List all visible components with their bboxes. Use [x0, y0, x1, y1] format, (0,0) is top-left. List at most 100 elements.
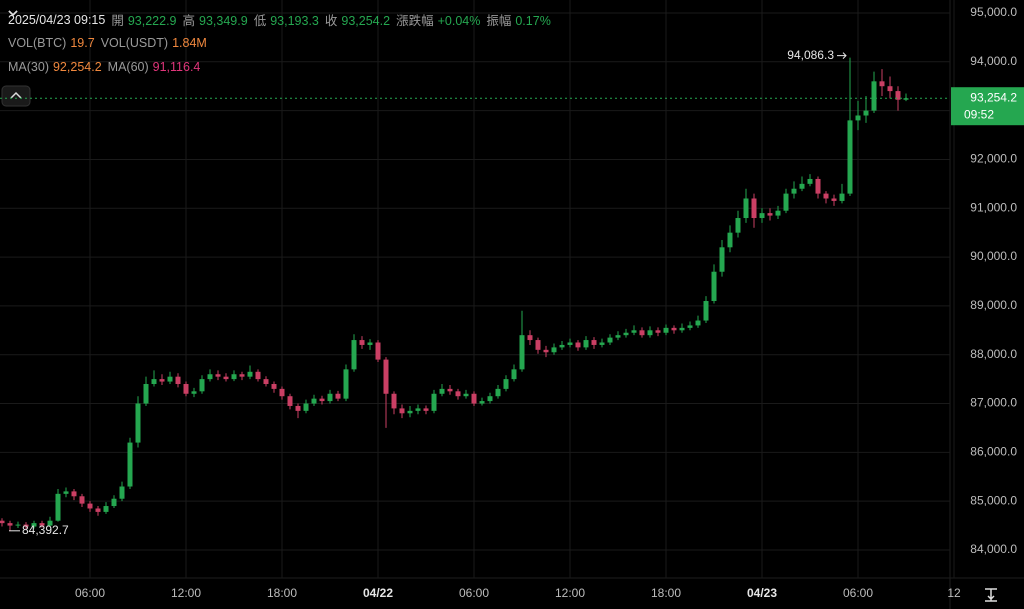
candle-body: [439, 388, 445, 394]
candle-body: [535, 340, 541, 350]
candle-body: [815, 178, 821, 194]
candle-body: [455, 391, 461, 397]
candle-body: [63, 491, 69, 494]
low-annotation: 84,392.7: [22, 523, 69, 537]
candle-body: [511, 369, 517, 380]
candle-body: [23, 524, 29, 527]
candle-body: [447, 388, 453, 392]
range-tool-icon[interactable]: [985, 588, 997, 602]
legend-label: 高: [182, 14, 196, 29]
y-tick-label: 92,000.0: [970, 152, 1017, 166]
candle-body: [383, 359, 389, 394]
high-annotation: 94,086.3: [787, 48, 834, 62]
candle-body: [791, 188, 797, 194]
candle-body: [719, 247, 725, 272]
candle-body: [567, 342, 573, 345]
x-tick-label: 18:00: [267, 586, 297, 600]
candle-body: [375, 342, 381, 360]
candle-body: [687, 325, 693, 328]
candle-body: [351, 340, 357, 370]
high-arrow: [837, 52, 847, 59]
candle-body: [231, 374, 237, 380]
candle-body: [575, 342, 581, 348]
candle-body: [431, 393, 437, 411]
y-tick-label: 95,000.0: [970, 5, 1017, 19]
legend-label: MA(30): [8, 59, 49, 74]
legend-value: +0.04%: [437, 14, 481, 29]
y-tick-label: 91,000.0: [970, 200, 1017, 214]
legend-row: MA(30) 92,254.2 MA(60) 91,116.4: [8, 10, 557, 79]
legend-value: 93,254.2: [341, 14, 391, 29]
candle-body: [303, 403, 309, 411]
candle-body: [479, 401, 485, 404]
candle-body: [327, 393, 333, 402]
legend-row: VOL(BTC) 19.7 VOL(USDT) 1.84M: [8, 10, 557, 56]
candle-body: [103, 506, 109, 512]
candle-body: [695, 320, 701, 326]
candle-body: [847, 120, 853, 194]
x-tick-label: 06:00: [75, 586, 105, 600]
candle-body: [207, 374, 213, 380]
candle-body: [703, 301, 709, 321]
candle-body: [87, 503, 93, 509]
candle-body: [543, 349, 549, 353]
candle-body: [407, 410, 413, 414]
y-tick-label: 86,000.0: [970, 445, 1017, 459]
candle-body: [551, 347, 557, 353]
candle-body: [855, 115, 861, 121]
y-tick-label: 88,000.0: [970, 347, 1017, 361]
candle-body: [135, 403, 141, 443]
candle-body: [423, 408, 429, 411]
legend-label: VOL(USDT): [100, 36, 169, 51]
legend-item: 振幅 0.17%: [486, 10, 550, 29]
candle-body: [399, 408, 405, 414]
legend-label: 漲跌幅: [396, 14, 434, 29]
y-tick-label: 89,000.0: [970, 298, 1017, 312]
candle-body: [503, 379, 509, 389]
legend-item: 漲跌幅 +0.04%: [396, 10, 480, 29]
candle-body: [655, 330, 661, 333]
legend-value: 92,254.2: [52, 59, 102, 74]
y-tick-label: 90,000.0: [970, 249, 1017, 263]
candle-body: [279, 388, 285, 397]
candle-body: [871, 81, 877, 111]
y-tick-label: 87,000.0: [970, 396, 1017, 410]
candle-body: [679, 327, 685, 331]
candle-body: [159, 379, 165, 382]
x-tick-label: 12: [947, 586, 961, 600]
candle-body: [247, 371, 253, 377]
candle-body: [743, 198, 749, 219]
x-tick-label: 04/23: [747, 586, 777, 600]
candle-body: [127, 442, 133, 487]
candle-body: [759, 213, 765, 219]
y-tick-label: 94,000.0: [970, 54, 1017, 68]
x-tick-label: 06:00: [843, 586, 873, 600]
legend-value: 91,116.4: [152, 59, 201, 74]
candle-body: [495, 388, 501, 397]
collapse-button[interactable]: [1, 85, 31, 107]
candle-body: [39, 523, 45, 526]
candle-body: [175, 376, 181, 384]
candle-body: [607, 337, 613, 343]
candle-body: [807, 178, 813, 184]
legend: 2025/04/23 09:15 開 93,222.9 高 93,349.9 低 93,19…: [8, 8, 557, 79]
chevron[interactable]: [8, 8, 18, 18]
candle-body: [487, 396, 493, 402]
legend-title: 2025/04/23 09:15: [8, 12, 106, 27]
candle-body: [639, 330, 645, 336]
x-tick-label: 12:00: [171, 586, 201, 600]
legend-value: 1.84M: [172, 36, 207, 51]
candle-body: [767, 213, 773, 216]
candle-body: [335, 393, 341, 399]
candle-body: [191, 391, 197, 394]
y-tick-label: 84,000.0: [970, 542, 1017, 556]
legend-value: 93,222.9: [127, 14, 177, 29]
candle-body: [647, 330, 653, 336]
candle-body: [311, 398, 317, 404]
legend-item: 開 93,222.9: [111, 10, 176, 29]
legend-label: 振幅: [486, 14, 512, 29]
legend-label: 低: [253, 14, 267, 29]
